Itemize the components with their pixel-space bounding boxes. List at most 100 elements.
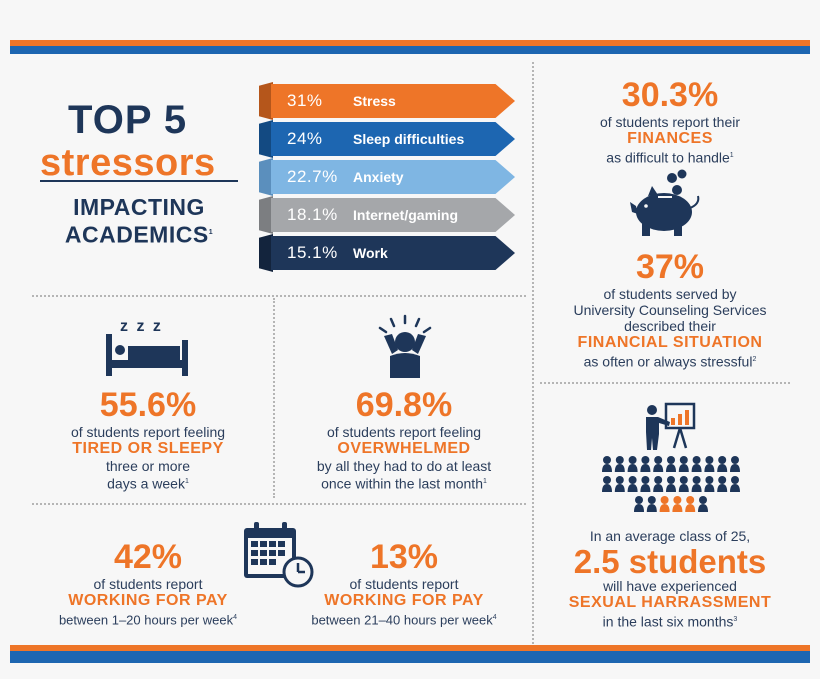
audience-person-icon (640, 476, 651, 492)
stressor-bars: 31% Stress 24% Sleep difficulties 22.7% … (259, 82, 519, 272)
divider-horizontal-mid (32, 295, 526, 297)
harassment-line3: in the last six months (602, 613, 734, 630)
bed-icon (106, 334, 190, 376)
financial-caption: FINANCIAL SITUATION (577, 334, 763, 351)
audience-person-icon (614, 476, 625, 492)
stressor-label: Anxiety (353, 169, 404, 185)
overwhelmed-caption: OVERWHELMED (337, 440, 471, 457)
audience-person-icon (691, 476, 702, 492)
tired-line2: three or more (105, 458, 191, 474)
calendar-clock-icon (242, 522, 316, 588)
audience-person-icon (614, 456, 625, 472)
work-21-40-stat: 13% (369, 538, 439, 576)
overwhelmed-line1: of students report feeling (326, 424, 482, 440)
audience-person-icon (627, 456, 638, 472)
overwhelmed-person-icon (374, 314, 436, 380)
harassment-line1: In an average class of 25, (589, 528, 751, 544)
work-1-20-stat: 42% (113, 538, 183, 576)
stressor-label: Internet/gaming (353, 207, 459, 223)
audience-person-icon (602, 476, 612, 492)
top-orange-stripe (10, 40, 810, 46)
stressor-label: Sleep difficulties (353, 131, 465, 147)
financial-line4: as often or always stressful (583, 353, 753, 370)
audience-person-icon (704, 476, 715, 492)
audience-person-icon (653, 476, 664, 492)
title-academics: ACADEMICS (64, 221, 209, 248)
work-21-40-block: 13% of students report WORKING FOR PAY b… (284, 540, 524, 628)
overwhelmed-line3: once within the last month (321, 475, 483, 492)
bar-fold-4 (259, 196, 273, 234)
harassment-line2: will have experienced (603, 578, 737, 594)
audience-person-icon (678, 476, 689, 492)
stressor-pct: 24% (287, 129, 323, 148)
audience-person-icon (672, 496, 683, 512)
stressor-bar-5: 15.1% Work (271, 236, 515, 270)
work-21-40-caption: WORKING FOR PAY (324, 592, 484, 609)
stressor-pct: 18.1% (287, 205, 338, 224)
audience-person-icon (730, 476, 740, 492)
zzz-text: z z z (120, 318, 163, 335)
overwhelmed-block: 69.8% of students report feeling OVERWHE… (282, 388, 526, 492)
tired-line1: of students report feeling (70, 424, 226, 440)
overwhelmed-line2: by all they had to do at least (316, 458, 492, 474)
financial-line1: of students served by (603, 286, 737, 302)
stressor-bar-1: 31% Stress (271, 84, 515, 118)
divider-horizontal-right (540, 382, 790, 384)
stressor-bar-4: 18.1% Internet/gaming (271, 198, 515, 232)
presenter-icon (640, 402, 696, 450)
audience-person-icon (653, 456, 664, 472)
finances-stat: 30.3% (621, 76, 719, 114)
audience-person-icon (730, 456, 740, 472)
audience-person-icon (602, 456, 612, 472)
audience-person-icon (704, 456, 715, 472)
title-top5: TOP 5 (68, 98, 188, 142)
financial-stat: 37% (635, 248, 705, 286)
bar-fold-5 (259, 234, 273, 272)
work-21-40-line1: of students report (349, 576, 459, 592)
audience-person-icon (634, 496, 644, 512)
stressor-pct: 31% (287, 91, 323, 110)
tired-line3: days a week (107, 475, 185, 492)
harassment-block: In an average class of 25, 2.5 students … (545, 528, 795, 630)
piggy-bank-icon (628, 168, 706, 240)
financial-line2: University Counseling Services (573, 302, 767, 318)
audience-person-icon (666, 456, 676, 472)
tired-stat: 55.6% (99, 386, 197, 424)
financial-footnote: 2 (752, 356, 757, 363)
stressor-label: Work (353, 245, 388, 261)
audience-person-icon (717, 456, 728, 472)
work-21-40-line2: between 21–40 hours per week (311, 612, 493, 628)
stressor-bar-2: 24% Sleep difficulties (271, 122, 515, 156)
overwhelmed-footnote: 1 (482, 478, 487, 485)
top-blue-stripe (10, 46, 810, 54)
work-21-40-footnote: 4 (492, 614, 497, 621)
stressor-bar-3: 22.7% Anxiety (271, 160, 515, 194)
audience-person-icon (627, 476, 638, 492)
bottom-orange-stripe (10, 645, 810, 651)
financial-situation-block: 37% of students served by University Cou… (545, 250, 795, 370)
finances-line1: of students report their (599, 114, 741, 130)
work-1-20-caption: WORKING FOR PAY (68, 592, 228, 609)
audience-person-icon (646, 496, 657, 512)
audience-person-icon (666, 476, 676, 492)
finances-caption: FINANCES (627, 130, 713, 147)
stressor-label: Stress (353, 93, 396, 109)
audience-person-icon (698, 496, 708, 512)
bar-fold-1 (259, 82, 273, 120)
bar-fold-2 (259, 120, 273, 158)
divider-vertical-mid (273, 298, 275, 498)
tired-block: 55.6% of students report feeling TIRED O… (30, 388, 266, 492)
title-stressors: stressors (40, 142, 216, 184)
harassment-caption: SEXUAL HARRASSMENT (568, 594, 772, 611)
bottom-blue-stripe (10, 651, 810, 663)
work-1-20-line1: of students report (93, 576, 203, 592)
stressor-pct: 22.7% (287, 167, 338, 186)
finances-footnote: 1 (729, 152, 734, 159)
audience-person-icon (717, 476, 728, 492)
divider-vertical-right (532, 62, 534, 644)
audience-person-icon (678, 456, 689, 472)
audience-person-icon (659, 496, 670, 512)
title-footnote: 1 (208, 229, 214, 236)
title-subtitle: IMPACTING ACADEMICS1 (40, 194, 238, 248)
audience-icon (598, 452, 744, 514)
